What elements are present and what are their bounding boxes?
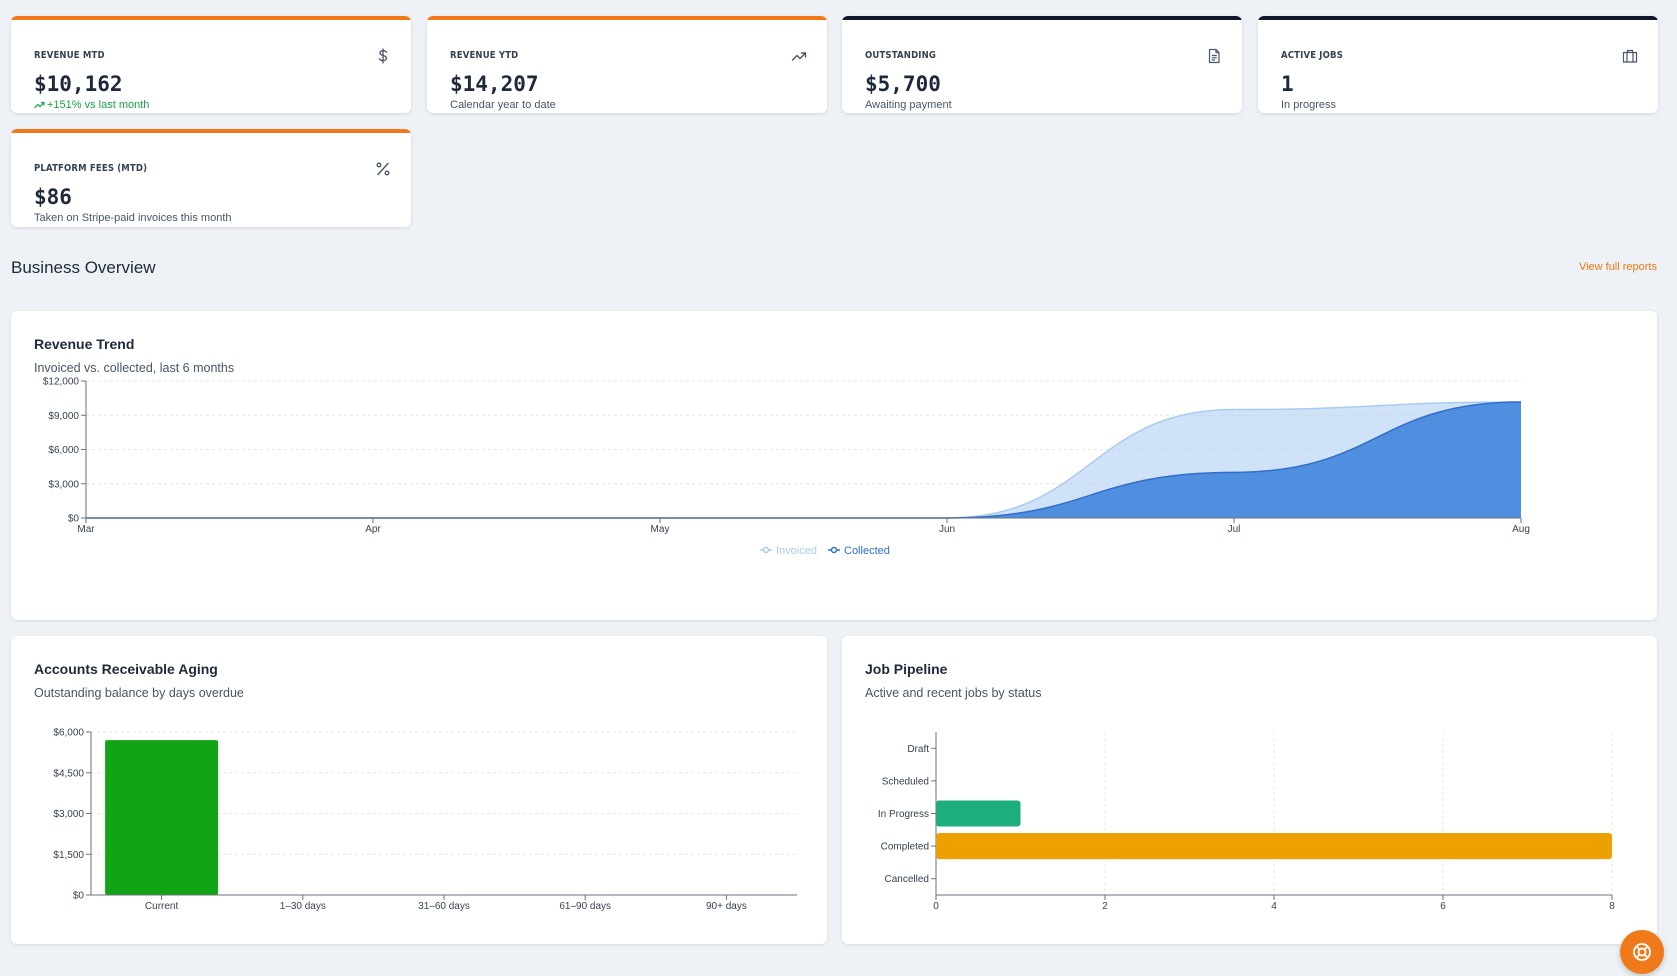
y-tick-label: In Progress [878,809,929,820]
panel-title: Accounts Receivable Aging [34,661,218,677]
percent-icon [376,162,390,176]
panel-subtitle: Active and recent jobs by status [865,686,1042,700]
dollar-icon [378,48,388,64]
x-tick-label: 4 [1271,901,1277,912]
section-title: Business Overview [11,258,156,277]
x-tick-label: Mar [77,524,95,535]
kpi-card-outstanding[interactable]: Outstanding $5,700 Awaiting payment [842,16,1242,113]
x-tick-label: Aug [1512,524,1530,535]
kpi-label: Platform Fees (MTD) [34,163,148,174]
kpi-label: Active Jobs [1281,50,1343,61]
card-accent-bar [1258,16,1658,20]
revenue-trend-chart: $0 $3,000 $6,000 $9,000 $12,000 Mar Apr May Jun J… [43,377,1530,558]
y-tick-label: $0 [73,891,85,902]
trending-up-icon [791,52,807,61]
legend-label-collected: Collected [844,545,890,557]
pipeline-bar [936,833,1612,860]
y-tick-label: $0 [68,514,80,525]
kpi-value: $5,700 [865,72,941,96]
kpi-sub: In progress [1281,99,1337,111]
kpi-change: +151% vs last month [34,99,149,111]
x-tick-label: May [651,524,670,535]
x-tick-label: Apr [365,524,381,535]
y-tick-label: $4,500 [53,768,84,779]
job-pipeline-panel: Job Pipeline Active and recent jobs by s… [842,636,1657,944]
revenue-trend-panel: Revenue Trend Invoiced vs. collected, la… [11,311,1657,620]
y-tick-label: $3,000 [48,479,79,490]
card-accent-bar [842,16,1242,20]
collected-area [86,401,1521,518]
ar-aging-chart: $0 $1,500 $3,000 $4,500 $6,000 Current 1–30 da… [53,728,797,912]
x-tick-label: Current [145,901,179,912]
pipeline-bar [936,800,1021,827]
x-tick-label: Jun [939,524,955,535]
card-accent-bar [427,16,827,20]
kpi-label: Revenue YTD [450,50,519,61]
x-tick-label: 8 [1609,901,1615,912]
kpi-change-text: +151% vs last month [47,99,150,111]
ar-aging-panel: Accounts Receivable Aging Outstanding ba… [11,636,827,944]
x-tick-label: 2 [1102,901,1108,912]
view-full-reports-link[interactable]: View full reports [1578,261,1657,273]
panel-subtitle: Outstanding balance by days overdue [34,686,244,700]
x-tick-label: 90+ days [706,901,747,912]
x-tick-label: 61–90 days [559,901,611,912]
y-tick-label: $9,000 [48,411,79,422]
aging-bar [105,740,219,895]
card-accent-bar [11,16,411,20]
kpi-value: $10,162 [34,72,123,96]
legend-marker-invoiced [762,546,770,554]
legend-marker-collected [830,546,838,554]
kpi-card-revenue-mtd[interactable]: Revenue MTD $10,162 +151% vs last month [11,16,411,113]
lifebuoy-icon [1633,943,1651,961]
panel-title: Revenue Trend [34,336,135,352]
panel-subtitle: Invoiced vs. collected, last 6 months [34,361,235,375]
document-icon [1208,48,1220,64]
y-tick-label: Scheduled [882,776,929,787]
kpi-label: Revenue MTD [34,50,105,61]
job-pipeline-chart: 0 2 4 6 8 Draft Scheduled In Progress Completed C… [878,732,1615,912]
kpi-value: $86 [34,185,72,209]
y-tick-label: $12,000 [43,377,80,388]
y-tick-label: $6,000 [53,728,84,739]
x-tick-label: 6 [1440,901,1446,912]
y-tick-label: $1,500 [53,850,84,861]
help-button[interactable] [1620,930,1664,974]
kpi-sub: Awaiting payment [865,99,952,111]
x-tick-label: Jul [1228,524,1241,535]
kpi-value: $14,207 [450,72,539,96]
legend-label-invoiced: Invoiced [776,545,817,557]
briefcase-icon [1622,49,1638,63]
kpi-card-platform-fees[interactable]: Platform Fees (MTD) $86 Taken on Stripe-… [11,129,411,227]
kpi-label: Outstanding [865,50,937,61]
kpi-value: 1 [1281,72,1294,96]
x-tick-label: 31–60 days [418,901,470,912]
chart-legend: Invoiced Collected [760,545,890,557]
trending-up-icon [34,101,45,109]
kpi-sub: Calendar year to date [450,99,556,111]
panel-title: Job Pipeline [865,661,948,677]
card-accent-bar [11,129,411,133]
x-tick-label: 1–30 days [280,901,326,912]
y-tick-label: Completed [881,842,929,853]
x-tick-label: 0 [933,901,939,912]
y-tick-label: $6,000 [48,445,79,456]
y-tick-label: Cancelled [885,874,929,885]
y-tick-label: Draft [907,744,929,755]
kpi-card-active-jobs[interactable]: Active Jobs 1 In progress [1258,16,1658,113]
kpi-card-revenue-ytd[interactable]: Revenue YTD $14,207 Calendar year to dat… [427,16,827,113]
kpi-sub: Taken on Stripe-paid invoices this month [34,212,232,224]
y-tick-label: $3,000 [53,809,84,820]
